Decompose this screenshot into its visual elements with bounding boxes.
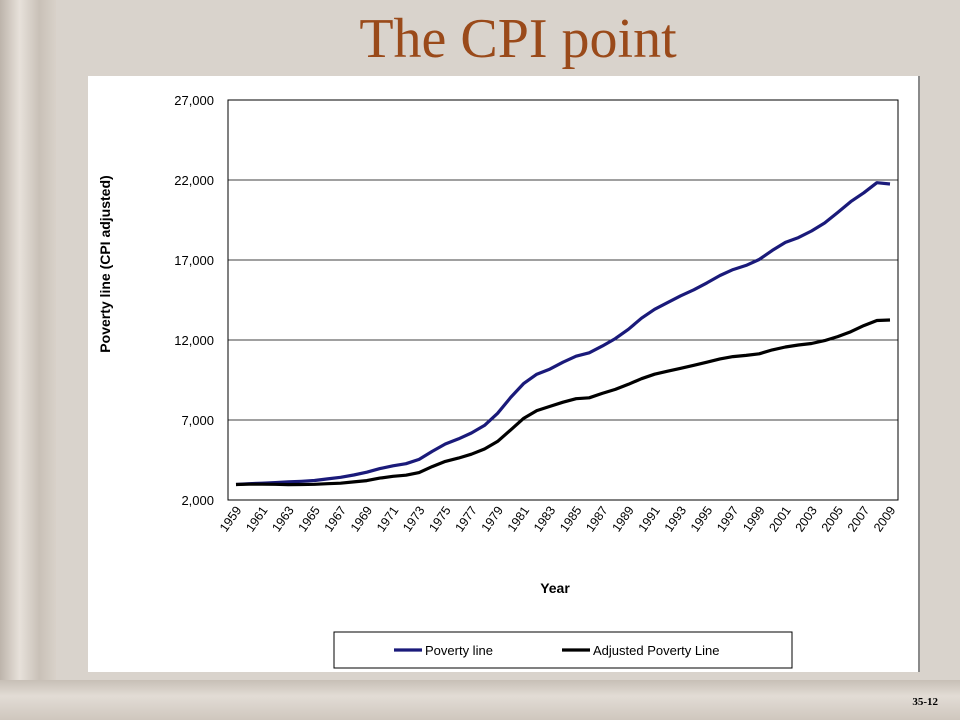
- y-tick-label: 7,000: [181, 413, 214, 428]
- x-tick-label: 1999: [740, 504, 767, 535]
- left-decorative-strip: [0, 0, 56, 720]
- x-tick-label: 1981: [505, 504, 532, 535]
- y-tick-label: 2,000: [181, 493, 214, 508]
- x-axis-title: Year: [540, 580, 570, 596]
- x-tick-label: 1959: [217, 504, 244, 535]
- x-tick-label: 1983: [531, 504, 558, 535]
- legend-label-adjusted-poverty-line: Adjusted Poverty Line: [593, 643, 719, 658]
- x-tick-label: 1993: [662, 504, 689, 535]
- legend-label-poverty-line: Poverty line: [425, 643, 493, 658]
- x-tick-label: 1979: [479, 504, 506, 535]
- x-tick-label: 1991: [636, 504, 663, 535]
- y-axis-title: Poverty line (CPI adjusted): [97, 175, 113, 352]
- chart-panel: 2,000 7,000 12,000 17,000 22,000 27,000 1959 19…: [88, 76, 918, 672]
- x-tick-label: 1995: [688, 504, 715, 535]
- slide-title: The CPI point: [359, 8, 677, 70]
- poverty-line-chart: 2,0007,00012,00017,00022,00027,000195919…: [97, 93, 899, 669]
- x-tick-label: 2003: [793, 504, 820, 535]
- x-tick-label: 1975: [426, 504, 453, 535]
- x-tick-label: 1973: [400, 504, 427, 535]
- x-tick-label: 1977: [452, 504, 479, 535]
- x-tick-label: 2007: [845, 504, 872, 535]
- x-tick-label: 2009: [871, 504, 898, 535]
- x-tick-label: 1965: [296, 504, 323, 535]
- x-tick-label: 1997: [714, 504, 741, 535]
- right-border-line: [918, 76, 920, 672]
- y-tick-label: 17,000: [174, 253, 214, 268]
- x-tick-label: 1963: [269, 504, 296, 535]
- series-line-poverty-line: [235, 181, 891, 487]
- y-tick-label: 27,000: [174, 93, 214, 108]
- x-tick-label: 1985: [557, 504, 584, 535]
- y-tick-label: 12,000: [174, 333, 214, 348]
- y-tick-label: 22,000: [174, 173, 214, 188]
- x-tick-label: 1971: [374, 504, 401, 535]
- x-tick-label: 1961: [243, 504, 270, 535]
- x-tick-label: 1969: [348, 504, 375, 535]
- bottom-decorative-strip: [0, 680, 960, 720]
- x-tick-label: 2005: [819, 504, 846, 535]
- x-tick-label: 1967: [322, 504, 349, 535]
- x-tick-label: 2001: [766, 504, 793, 535]
- x-tick-label: 1989: [609, 504, 636, 535]
- series-line-adjusted-poverty-line: [235, 318, 891, 487]
- slide-number: 35-12: [912, 696, 938, 708]
- x-tick-label: 1987: [583, 504, 610, 535]
- plot-area-border: [227, 99, 899, 501]
